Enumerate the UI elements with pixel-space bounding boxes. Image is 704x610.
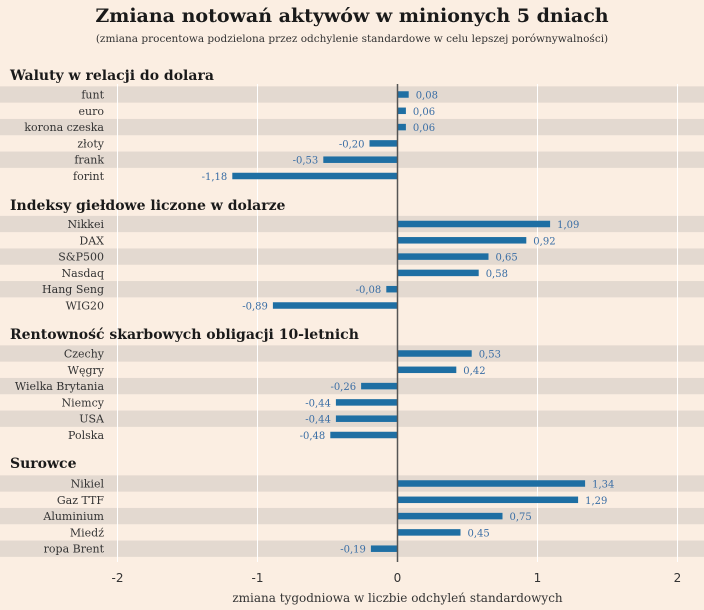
category-label: forint: [73, 170, 105, 183]
x-axis-title: zmiana tygodniowa w liczbie odchyleń sta…: [232, 591, 563, 605]
chart-title: Zmiana notowań aktywów w minionych 5 dni…: [95, 5, 609, 27]
bar: [361, 382, 398, 390]
row-band: [0, 215, 704, 233]
category-label: Aluminium: [42, 510, 104, 523]
bar: [397, 480, 586, 487]
x-tick-label: 1: [534, 571, 542, 585]
x-tick-label: 2: [674, 571, 682, 585]
bar: [397, 237, 527, 244]
bar: [397, 91, 409, 98]
value-label: 0,58: [486, 269, 508, 280]
row-band: [0, 377, 704, 395]
category-label: funt: [81, 89, 104, 102]
chart-subtitle: (zmiana procentowa podzielona przez odch…: [95, 33, 609, 45]
value-label: -0,89: [242, 302, 268, 313]
category-label: korona czeska: [24, 121, 104, 134]
category-label: Niemcy: [62, 396, 105, 409]
row-band: [0, 507, 704, 525]
category-label: Nikiel: [71, 478, 105, 491]
category-label: ropa Brent: [44, 543, 105, 556]
bar: [335, 399, 398, 406]
bar: [369, 140, 398, 147]
group-title: Waluty w relacji do dolara: [9, 68, 214, 84]
bar: [397, 123, 406, 131]
bar: [330, 431, 398, 439]
bar: [397, 220, 551, 228]
category-label: Nasdaq: [62, 267, 104, 280]
category-label: Gaz TTF: [57, 494, 105, 507]
category-label: złoty: [77, 137, 104, 150]
category-label: Nikkei: [67, 218, 104, 231]
category-label: euro: [79, 105, 105, 118]
category-label: Węgry: [68, 364, 105, 377]
value-label: -1,18: [202, 172, 228, 183]
value-label: -0,08: [356, 285, 382, 296]
row-band: [0, 248, 704, 265]
row-band: [0, 118, 704, 136]
value-label: -0,44: [305, 415, 331, 426]
category-label: S&P500: [58, 251, 104, 264]
bar: [397, 350, 472, 357]
bar: [397, 529, 461, 536]
value-label: 0,45: [468, 528, 490, 539]
bar: [386, 285, 398, 293]
bar: [272, 302, 398, 309]
value-label: 0,75: [510, 512, 532, 523]
x-tick-label: -2: [112, 571, 124, 585]
category-label: Hang Seng: [42, 283, 104, 296]
row-band: [0, 281, 704, 298]
group-title: Surowce: [10, 456, 77, 472]
row-band: [0, 345, 704, 362]
bar: [397, 269, 479, 277]
value-label: 0,53: [479, 350, 501, 361]
value-label: -0,19: [340, 545, 366, 556]
value-label: 1,34: [592, 480, 614, 491]
category-label: frank: [74, 154, 104, 167]
category-label: Polska: [68, 429, 104, 442]
value-label: 0,08: [416, 91, 438, 102]
row-band: [0, 540, 704, 557]
category-label: USA: [79, 413, 105, 426]
bar: [232, 172, 398, 180]
value-label: -0,20: [339, 139, 365, 150]
value-label: -0,53: [293, 156, 319, 167]
value-label: -0,48: [300, 431, 326, 442]
bar: [397, 107, 406, 115]
category-label: WIG20: [66, 300, 104, 313]
value-label: -0,26: [330, 382, 356, 393]
category-label: Miedź: [70, 526, 104, 539]
bar: [397, 366, 457, 374]
bar: [397, 496, 579, 504]
bar: [370, 545, 398, 552]
value-label: 0,42: [463, 366, 485, 377]
bar: [397, 253, 489, 260]
x-tick-label: -1: [252, 571, 264, 585]
category-label: Czechy: [64, 348, 105, 361]
category-label: DAX: [79, 234, 104, 247]
bar: [397, 512, 503, 520]
row-band: [0, 86, 704, 103]
value-label: 1,29: [585, 496, 607, 507]
value-label: -0,44: [305, 398, 331, 409]
group-title: Indeksy giełdowe liczone w dolarze: [10, 198, 286, 214]
x-tick-label: 0: [394, 571, 402, 585]
value-label: 0,06: [413, 107, 435, 118]
bar: [323, 156, 398, 163]
bar: [335, 415, 398, 422]
value-label: 0,65: [496, 253, 518, 264]
category-label: Wielka Brytania: [15, 380, 105, 393]
value-label: 0,92: [533, 236, 555, 247]
group-title: Rentowność skarbowych obligacji 10-letni…: [10, 327, 359, 343]
value-label: 0,06: [413, 123, 435, 134]
value-label: 1,09: [557, 220, 579, 231]
row-band: [0, 475, 704, 492]
